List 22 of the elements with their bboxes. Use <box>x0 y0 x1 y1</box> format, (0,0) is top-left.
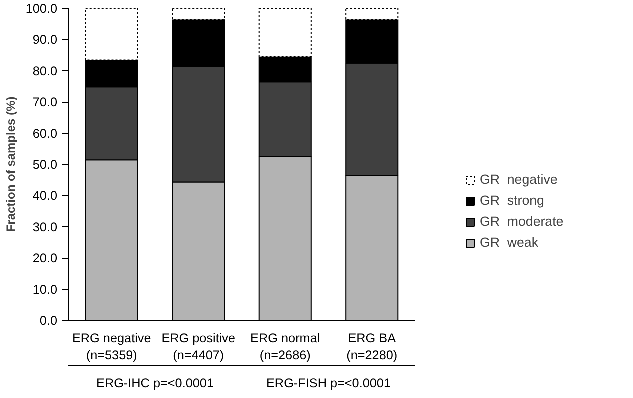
text: ERG-FISH p=<0.0001 <box>266 376 392 390</box>
y-tick-label: 50.0 <box>32 158 58 172</box>
y-tick-label: 30.0 <box>32 220 58 234</box>
legend-label: GR strong <box>480 193 544 208</box>
x-tick-label: ERG negative (n=5359) <box>72 332 152 362</box>
y-tick-label: 70.0 <box>32 96 58 110</box>
legend-label: GR negative <box>480 172 558 187</box>
y-axis-title: Fraction of samples (%) <box>4 96 18 232</box>
y-tick-label: 10.0 <box>32 282 58 297</box>
y-tick-label: 40.0 <box>32 189 58 204</box>
y-tick-label: 20.0 <box>32 252 58 266</box>
y-tick-label: 90.0 <box>32 33 58 48</box>
y-tick-label: 80.0 <box>32 64 58 78</box>
legend-label: GR moderate <box>480 214 564 229</box>
x-tick-label: ERG normal (n=2686) <box>250 332 320 362</box>
x-tick-label: ERG positive (n=4407) <box>162 332 236 362</box>
y-tick-label: 0.0 <box>40 314 58 328</box>
legend-label: GR weak <box>480 235 539 250</box>
x-tick-label: ERG BA (n=2280) <box>346 332 398 362</box>
y-tick-label: 100.0 <box>26 2 58 16</box>
y-tick-label: 60.0 <box>32 126 58 141</box>
text: ERG-IHC p=<0.0001 <box>96 376 214 390</box>
